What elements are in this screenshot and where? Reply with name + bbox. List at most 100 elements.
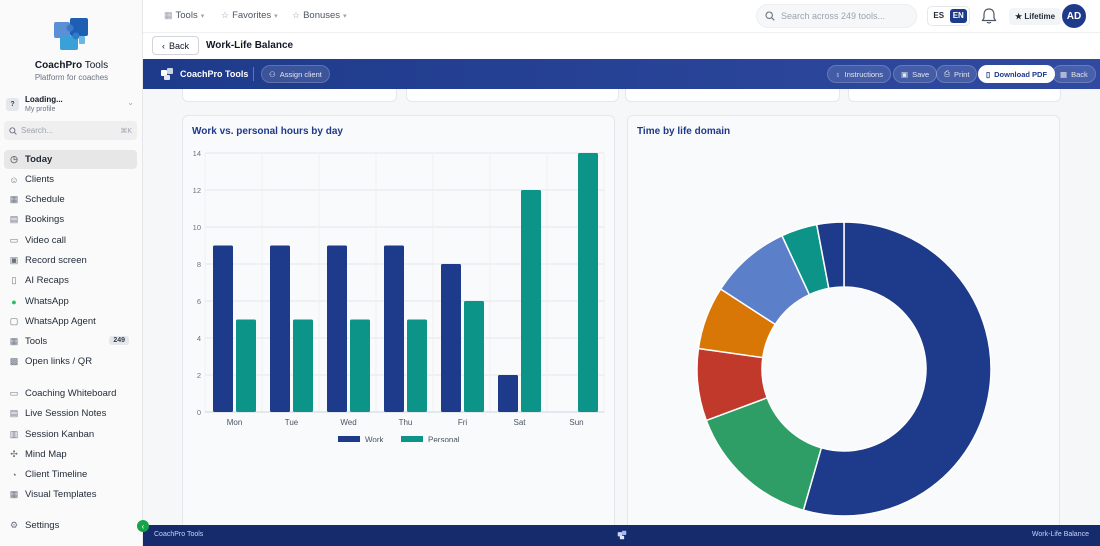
summary-card xyxy=(625,89,840,102)
bar-work-tue[interactable] xyxy=(270,245,290,413)
favorites-menu[interactable]: ☆ Favorites ▾ xyxy=(221,10,278,21)
sidebar-item-schedule[interactable]: ▦ Schedule xyxy=(9,194,65,205)
instructions-button[interactable]: ♁ Instructions xyxy=(827,65,891,83)
chevron-down-icon: ▾ xyxy=(200,12,205,20)
bar-work-sat[interactable] xyxy=(498,375,518,412)
y-tick-label: 12 xyxy=(193,186,201,195)
bonuses-menu[interactable]: ☆ Bonuses ▾ xyxy=(292,10,347,21)
printer-icon: ⎙ xyxy=(944,69,950,78)
sidebar-item-open-links[interactable]: ▩ Open links / QR xyxy=(9,356,93,367)
sidebar-item-video-call[interactable]: ▭ Video call xyxy=(9,235,67,246)
brand-name: CoachPro Tools xyxy=(34,60,109,71)
y-tick-label: 2 xyxy=(197,371,201,380)
sidebar-item-visual-templates[interactable]: ▦ Visual Templates xyxy=(9,489,97,500)
y-tick-label: 4 xyxy=(197,334,201,343)
chevron-down-icon: ▾ xyxy=(343,12,347,20)
y-tick-label: 8 xyxy=(197,260,201,269)
footer-brand: CoachPro Tools xyxy=(154,531,204,538)
summary-card xyxy=(182,89,397,102)
donut-slice[interactable] xyxy=(802,221,992,517)
language-toggle[interactable]: ES EN xyxy=(927,6,970,26)
back-button[interactable]: ‹ Back xyxy=(152,36,199,55)
footer-bar: CoachPro Tools Work-Life Balance xyxy=(143,525,1100,546)
grid-icon: ▦ xyxy=(9,336,19,346)
bot-icon: ▢ xyxy=(9,316,19,326)
assign-client-button[interactable]: ⚇ Assign client xyxy=(261,65,330,83)
bar-work-wed[interactable] xyxy=(327,245,347,413)
legend-label: Personal xyxy=(428,436,460,443)
bar-personal-wed[interactable] xyxy=(350,319,370,413)
templates-icon: ▦ xyxy=(9,489,19,499)
global-search-input[interactable]: Search across 249 tools... xyxy=(756,4,917,28)
whatsapp-icon: ● xyxy=(11,296,17,307)
save-button[interactable]: ▣ Save xyxy=(893,65,938,83)
x-tick-label: Sat xyxy=(513,418,526,427)
video-icon: ▭ xyxy=(9,235,19,245)
bar-personal-tue[interactable] xyxy=(293,319,313,413)
tools-menu[interactable]: ▦ Tools ▾ xyxy=(164,10,205,21)
tools-count-badge: 249 xyxy=(109,336,129,345)
sidebar-item-ai-recaps[interactable]: ▯ AI Recaps xyxy=(4,271,137,290)
sidebar-item-record-screen[interactable]: ▣ Record screen xyxy=(9,255,87,266)
user-plus-icon: ⚇ xyxy=(269,69,276,79)
x-tick-label: Mon xyxy=(227,418,243,427)
sidebar-item-today[interactable]: ◷ Today xyxy=(4,150,137,169)
sidebar-item-settings[interactable]: ⚙ Settings xyxy=(9,520,60,531)
bar-chart: 0 2 4 6 8 10 12 14 Mon Tue Wed Thu Fri Sat Sun Work Pers… xyxy=(193,149,605,443)
whiteboard-icon: ▭ xyxy=(9,388,19,398)
grid-icon: ▦ xyxy=(164,10,173,20)
sidebar-item-bookings[interactable]: ▤ Bookings xyxy=(9,214,65,225)
download-pdf-button[interactable]: ▯ Download PDF xyxy=(978,65,1056,83)
sidebar-item-clients[interactable]: ☺ Clients xyxy=(9,174,55,185)
sidebar-search-input[interactable]: Search... ⌘K xyxy=(4,121,137,140)
legend-swatch xyxy=(338,436,360,442)
document-icon: ▯ xyxy=(11,275,17,285)
bar-personal-sat[interactable] xyxy=(521,190,541,412)
sidebar-item-whatsapp[interactable]: ● WhatsApp xyxy=(4,292,137,311)
profile-switcher[interactable]: ? Loading... My profile ⌄ xyxy=(6,92,138,116)
search-shortcut: ⌘K xyxy=(120,127,132,135)
page-title: Work-Life Balance xyxy=(206,40,294,51)
sidebar-item-kanban[interactable]: ▥ Session Kanban xyxy=(9,429,95,440)
toolbar-back-button[interactable]: ▦ Back xyxy=(1052,65,1096,83)
bar-work-fri[interactable] xyxy=(441,264,461,412)
lang-en-button[interactable]: EN xyxy=(949,9,967,23)
sidebar-item-mind-map[interactable]: ✣ Mind Map xyxy=(10,449,67,460)
collapse-sidebar-button[interactable]: ‹ xyxy=(137,520,149,532)
save-icon: ▣ xyxy=(901,69,909,79)
calendar-icon: ▦ xyxy=(9,194,19,204)
calendar-check-icon: ▤ xyxy=(9,214,19,224)
chevron-left-icon: ‹ xyxy=(141,521,145,531)
sidebar-item-timeline[interactable]: ◔ Client Timeline xyxy=(4,465,137,484)
donut-slice[interactable] xyxy=(815,221,845,290)
history-icon: ◔ xyxy=(11,469,17,480)
notes-icon: ▤ xyxy=(9,408,19,418)
star-icon: ☆ xyxy=(292,10,301,20)
record-icon: ▣ xyxy=(9,255,19,265)
qr-icon: ▩ xyxy=(9,356,19,366)
sidebar: CoachPro Tools Platform for coaches ? Lo… xyxy=(0,0,143,546)
bar-personal-sun[interactable] xyxy=(578,153,598,412)
footer-page-title: Work-Life Balance xyxy=(1031,531,1089,538)
sidebar-item-whiteboard[interactable]: ▭ Coaching Whiteboard xyxy=(9,388,117,399)
chevron-down-icon: ⌄ xyxy=(127,98,134,107)
bar-work-thu[interactable] xyxy=(384,245,404,413)
sidebar-search-placeholder: Search... xyxy=(21,126,54,135)
profile-avatar: ? xyxy=(6,97,19,111)
sidebar-item-tools[interactable]: ▦ Tools 249 xyxy=(4,332,137,351)
y-tick-label: 10 xyxy=(193,223,201,232)
print-button[interactable]: ⎙ Print xyxy=(936,65,978,83)
bell-icon[interactable] xyxy=(979,6,999,26)
bar-personal-mon[interactable] xyxy=(236,319,256,413)
y-tick-label: 0 xyxy=(197,408,201,417)
bar-work-mon[interactable] xyxy=(213,245,233,413)
profile-name: Loading... xyxy=(25,94,63,104)
bar-personal-fri[interactable] xyxy=(464,301,484,412)
user-avatar[interactable]: AD xyxy=(1062,4,1086,28)
sidebar-item-whatsapp-agent[interactable]: ▢ WhatsApp Agent xyxy=(9,316,96,327)
lang-es-button[interactable]: ES xyxy=(933,11,945,20)
x-tick-label: Tue xyxy=(285,418,299,427)
bar-chart-card: Work vs. personal hours by day 0 2 4 6 8 10 12… xyxy=(182,115,615,525)
bar-personal-thu[interactable] xyxy=(407,319,427,413)
sidebar-item-session-notes[interactable]: ▤ Live Session Notes xyxy=(9,408,107,419)
